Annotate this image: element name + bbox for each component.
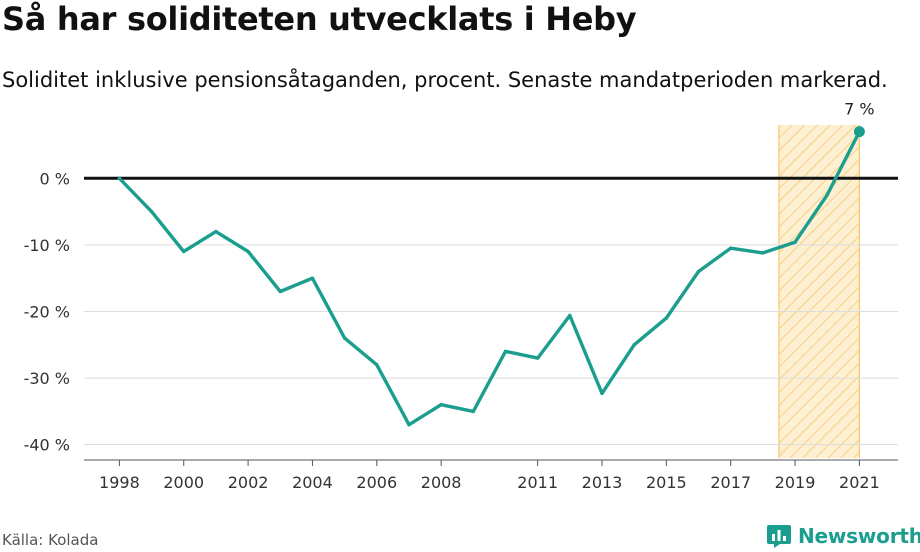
data-point (471, 409, 476, 414)
data-point (793, 240, 797, 244)
brand-name: Newsworthy (798, 524, 920, 548)
y-tick-label: -30 % (24, 369, 70, 388)
x-tick-label: 2017 (710, 473, 751, 492)
x-tick-label: 2004 (292, 473, 333, 492)
newsworthy-logo-icon (767, 525, 791, 548)
data-point (696, 269, 701, 274)
y-tick-label: -40 % (24, 436, 70, 455)
data-point (246, 249, 250, 254)
x-tick-label: 1998 (99, 473, 140, 492)
data-point (407, 423, 411, 427)
data-point (600, 391, 604, 396)
brand-logo: Newsworthy (766, 521, 920, 551)
x-tick-label: 2000 (163, 473, 204, 492)
data-point (632, 343, 636, 347)
data-point (149, 209, 154, 214)
data-point (342, 336, 347, 340)
data-point (568, 313, 572, 318)
data-point (182, 249, 186, 254)
x-tick-label: 2008 (421, 473, 462, 492)
data-point (375, 363, 379, 367)
x-tick-label: 2011 (517, 473, 558, 492)
x-tick-label: 2006 (356, 473, 397, 492)
x-tick-label: 2002 (228, 473, 269, 492)
data-point (310, 276, 315, 280)
x-tick-label: 2021 (839, 473, 880, 492)
y-tick-label: -20 % (24, 302, 70, 321)
end-point (853, 126, 865, 138)
end-value-label: 7 % (844, 100, 874, 119)
data-point (503, 349, 508, 354)
x-tick-label: 2019 (775, 473, 816, 492)
data-point (214, 229, 218, 234)
source-note: Källa: Kolada (2, 531, 99, 549)
data-point (439, 403, 443, 407)
series-line (117, 129, 862, 427)
data-point (761, 251, 765, 255)
highlight-period-hatch (778, 125, 860, 458)
data-point (278, 289, 282, 294)
y-tick-label: -10 % (24, 236, 70, 255)
y-tick-label: 0 % (40, 169, 70, 188)
data-point (825, 193, 829, 197)
data-point (117, 176, 122, 180)
data-point (664, 316, 669, 320)
data-point (535, 356, 540, 360)
chart-subtitle: Soliditet inklusive pensionsåtaganden, p… (2, 68, 888, 92)
chart-title: Så har soliditeten utvecklats i Heby (2, 0, 637, 38)
x-tick-label: 2013 (582, 473, 623, 492)
data-point (728, 246, 733, 250)
x-tick-label: 2015 (646, 473, 687, 492)
